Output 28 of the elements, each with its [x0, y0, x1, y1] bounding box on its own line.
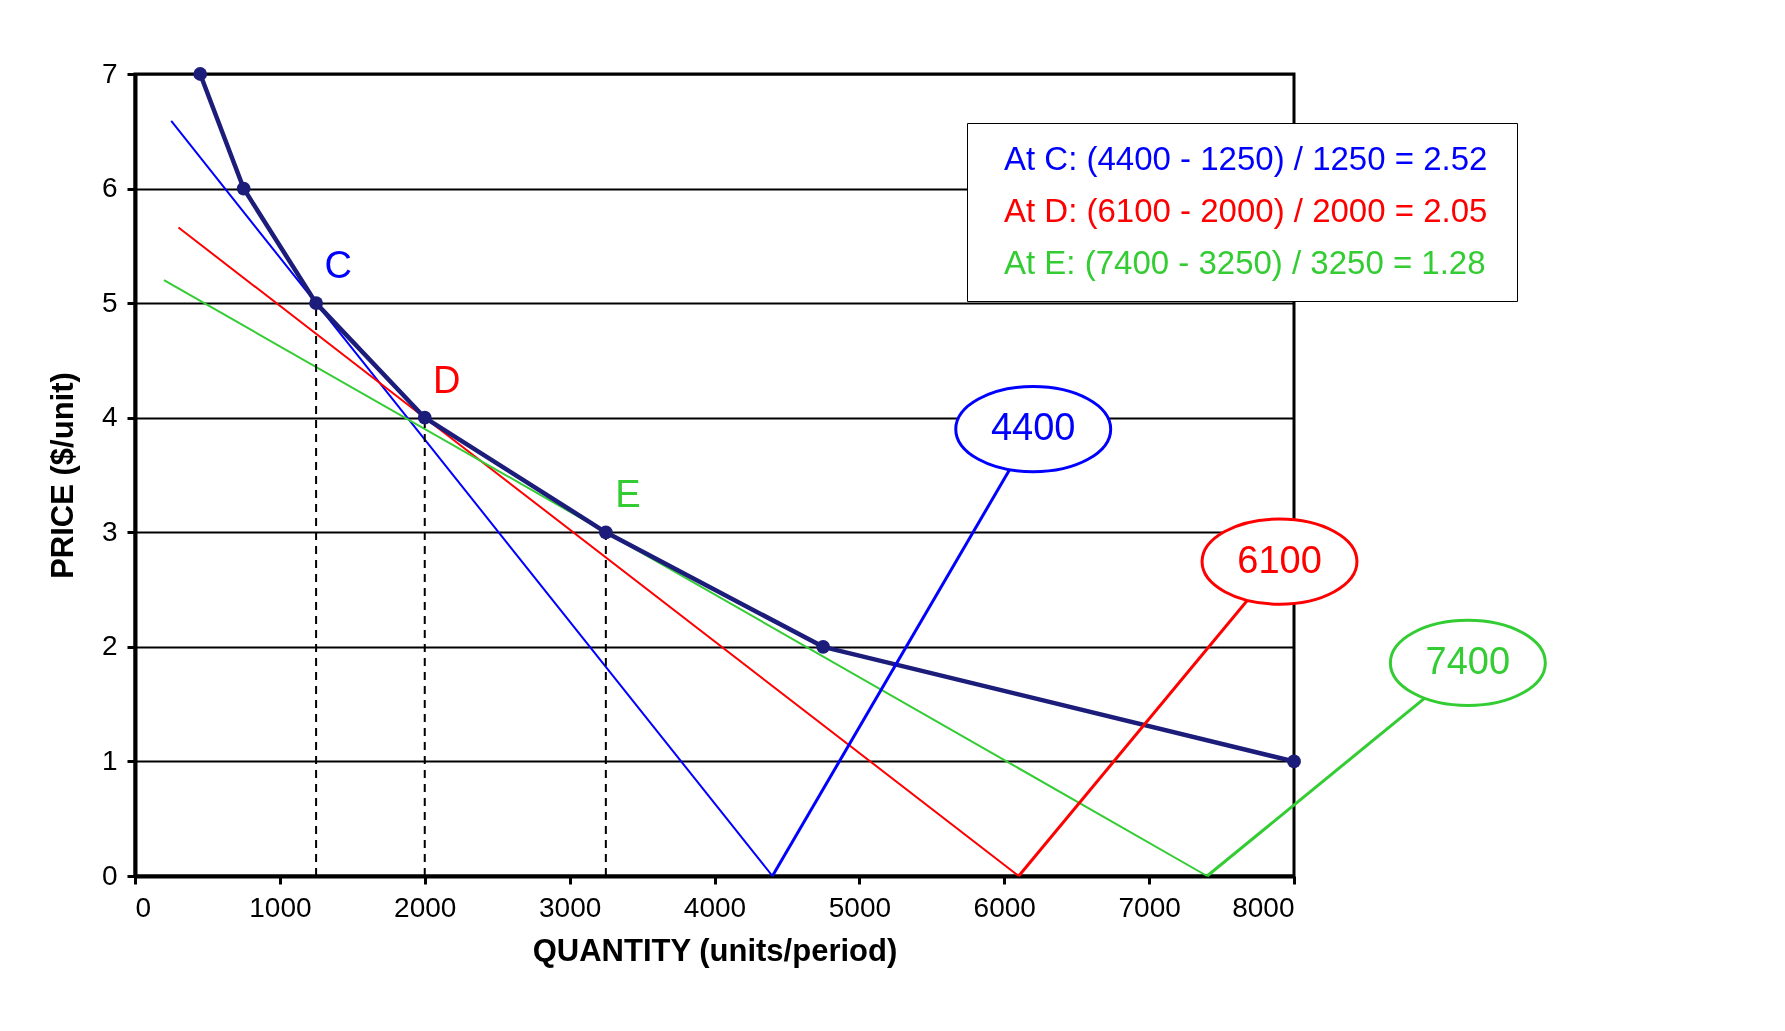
annotation: 4400	[990, 406, 1076, 449]
x-tick-label: 3000	[538, 891, 602, 923]
text: At C: (4400 - 1250) / 1250 = 2.52	[1004, 139, 1488, 177]
y-axis-title: PRICE ($/unit)	[44, 372, 80, 579]
y-tick-label: 3	[101, 515, 118, 547]
data-label: E	[615, 473, 641, 516]
x-tick-label: 2000	[394, 891, 457, 923]
data-label: D	[433, 358, 461, 401]
y-tick-label: 6	[101, 172, 118, 204]
x-tick-label: 7000	[1118, 891, 1181, 923]
x-tick-label: 0	[135, 891, 152, 923]
x-tick-label: 5000	[828, 891, 892, 923]
y-tick-label: 7	[101, 57, 118, 89]
data-label: C	[324, 244, 352, 287]
text: At D: (6100 - 2000) / 2000 = 2.05	[1004, 191, 1488, 229]
annotation: 7400	[1425, 639, 1511, 682]
annotation: 6100	[1237, 538, 1322, 581]
x-tick-label: 4000	[683, 891, 747, 923]
x-axis-title: QUANTITY (units/period)	[532, 932, 898, 968]
text: At E: (7400 - 3250) / 3250 = 1.28	[1004, 243, 1486, 281]
y-tick-label: 0	[101, 859, 118, 891]
y-tick-label: 5	[101, 286, 118, 318]
y-tick-label: 4	[101, 401, 118, 433]
y-tick-label: 1	[101, 744, 118, 776]
x-tick-label: 8000	[1232, 891, 1295, 923]
y-tick-label: 2	[101, 630, 118, 662]
x-tick-label: 1000	[249, 891, 312, 923]
x-tick-label: 6000	[973, 891, 1036, 923]
